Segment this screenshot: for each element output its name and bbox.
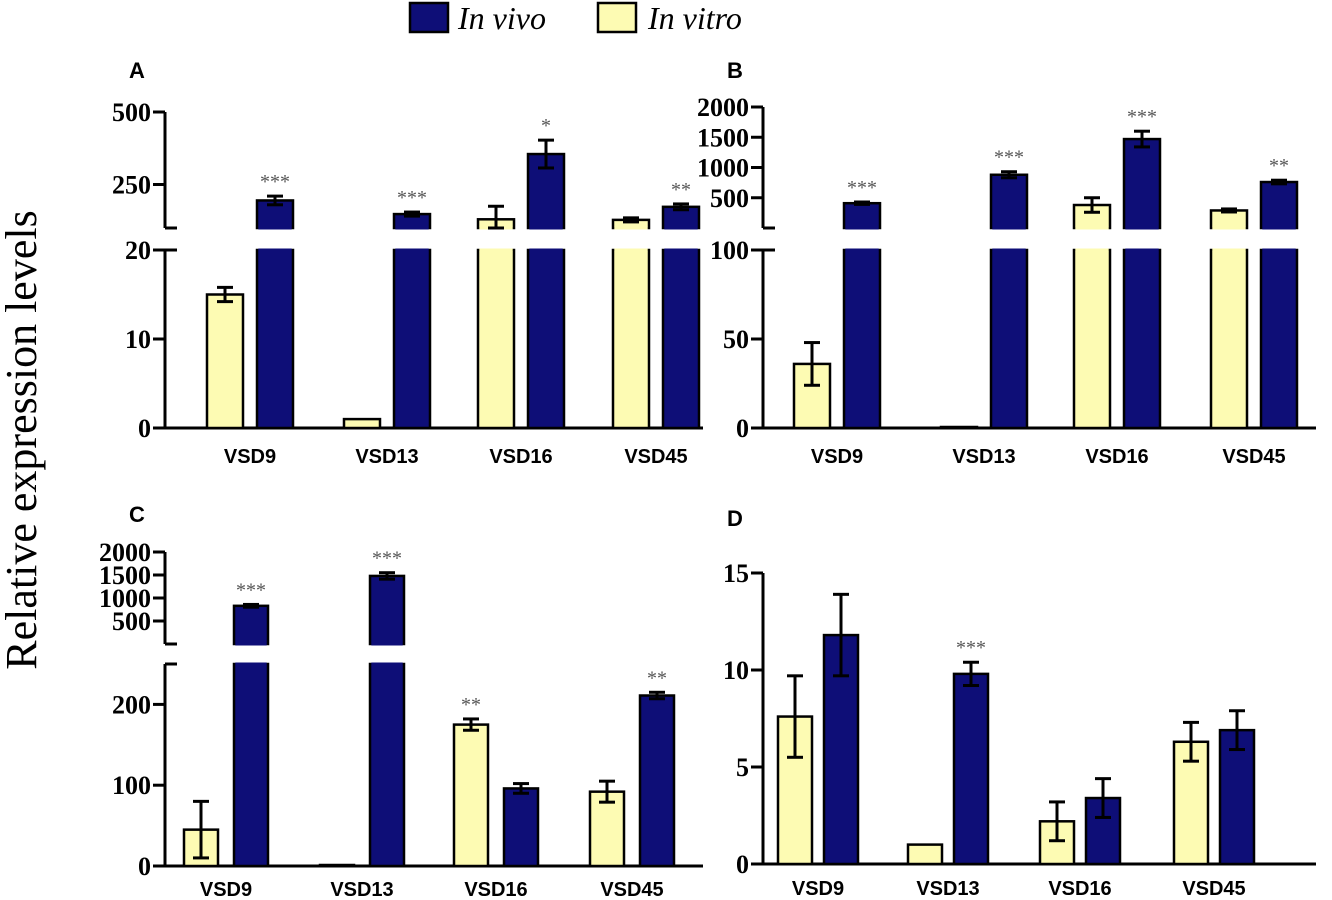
panel-label-a: A [129,58,145,83]
bar-a-vsd16-in-vitro-lower [476,248,516,430]
bar-b-vsd13-in-vivo-lower [989,248,1029,430]
significance-b-vsd13-in-vivo: *** [994,147,1024,169]
y-tick-label-d-5: 5 [736,753,749,782]
y-tick-label-d-10: 10 [723,656,749,685]
bar-b-vsd45-in-vivo-upper [1259,180,1299,230]
bar-b-vsd45-in-vivo-lower [1259,248,1299,430]
bar-b-vsd45-in-vitro-lower [1209,248,1249,430]
significance-b-vsd16-in-vivo: *** [1127,106,1157,128]
x-tick-label-a-vsd16: VSD16 [489,446,552,468]
bar-c-vsd45-in-vivo [638,694,676,868]
significance-a-vsd16-in-vivo: * [541,115,551,137]
y-tick-label-c-200: 200 [112,690,151,719]
bar-a-vsd13-in-vitro [342,417,382,430]
bar-c-vsd13-in-vivo-upper [368,574,406,646]
bar-d-vsd13-in-vivo [952,672,990,866]
panel-label-b: B [727,58,743,83]
significance-b-vsd9-in-vivo: *** [847,177,877,199]
y-tick-label-c-2000: 2000 [99,538,151,567]
legend-label-in-vitro: In vitro [647,0,742,36]
bar-c-vsd16-in-vitro [452,723,490,868]
panel-b: B050100500100015002000***VSD9***VSD13***… [697,58,1316,468]
bar-c-vsd16-in-vivo [502,787,540,868]
significance-a-vsd9-in-vivo: *** [260,171,290,193]
x-tick-label-b-vsd9: VSD9 [811,446,863,468]
y-tick-label-c-500: 500 [112,607,151,636]
y-tick-label-b-500: 500 [710,184,749,213]
y-tick-label-a-0: 0 [138,414,151,443]
x-tick-label-d-vsd9: VSD9 [792,878,844,900]
bar-b-vsd13-in-vivo-upper [989,173,1029,230]
x-tick-label-b-vsd13: VSD13 [952,446,1015,468]
significance-a-vsd13-in-vivo: *** [397,187,427,209]
significance-d-vsd13-in-vivo: *** [956,637,986,659]
bar-a-vsd13-in-vivo-lower [392,248,432,430]
bar-c-vsd9-in-vivo-upper [232,604,270,646]
x-tick-label-c-vsd9: VSD9 [200,879,252,900]
bar-c-vsd9-in-vivo-lower [232,662,270,868]
y-tick-label-a-20: 20 [125,236,151,265]
bar-b-vsd16-in-vitro-lower [1072,248,1112,430]
bar-c-vsd13-in-vitro [318,863,356,868]
y-tick-label-c-1000: 1000 [99,584,151,613]
significance-c-vsd9-in-vivo: *** [236,579,266,601]
legend-swatch-in-vivo [408,1,450,34]
x-tick-label-a-vsd9: VSD9 [224,446,276,468]
y-tick-label-c-1500: 1500 [99,561,151,590]
bar-b-vsd13-in-vitro [939,425,979,430]
y-tick-label-a-10: 10 [125,325,151,354]
y-tick-label-a-250: 250 [112,171,151,200]
significance-a-vsd45-in-vivo: ** [671,179,691,201]
y-tick-label-d-15: 15 [723,559,749,588]
y-tick-label-c-100: 100 [112,771,151,800]
bar-a-vsd9-in-vivo-lower [255,248,295,430]
bar-a-vsd45-in-vitro-lower [611,248,651,430]
bar-a-vsd45-in-vivo-lower [661,248,701,430]
bar-a-vsd9-in-vivo-upper [255,199,295,230]
legend-swatch-in-vitro [596,1,638,34]
x-tick-label-c-vsd13: VSD13 [330,879,393,900]
x-tick-label-d-vsd16: VSD16 [1048,878,1111,900]
x-tick-label-c-vsd16: VSD16 [464,879,527,900]
bar-a-vsd9-in-vitro [205,293,245,430]
bar-b-vsd9-in-vivo-upper [842,201,882,230]
x-tick-label-d-vsd45: VSD45 [1182,878,1245,900]
bar-b-vsd16-in-vivo-upper [1122,137,1162,230]
bar-a-vsd16-in-vivo-lower [526,248,566,430]
legend: In vivo In vitro [408,0,742,36]
bar-b-vsd9-in-vivo-lower [842,248,882,430]
y-axis-label: Relative expression levels [0,210,46,669]
y-tick-label-b-1500: 1500 [697,123,749,152]
legend-label-in-vivo: In vivo [457,0,546,36]
x-tick-label-a-vsd13: VSD13 [355,446,418,468]
panel-label-d: D [727,506,743,531]
y-tick-label-b-100: 100 [710,236,749,265]
y-tick-label-b-1000: 1000 [697,154,749,183]
panel-label-c: C [129,502,145,527]
x-tick-label-c-vsd45: VSD45 [600,879,663,900]
significance-c-vsd16-in-vitro: ** [461,694,481,716]
panel-d: D 0 5 10 15 VSD9 *** VSD13 VSD16 VSD45 [723,506,1316,900]
significance-b-vsd45-in-vivo: ** [1269,155,1289,177]
panels: A01020250500***VSD9***VSD13*VSD16**VSD45… [99,58,1316,900]
x-tick-label-a-vsd45: VSD45 [624,446,687,468]
significance-c-vsd45-in-vivo: ** [647,667,667,689]
y-tick-label-d-0: 0 [736,850,749,879]
panel-a: A 0 10 20 250 500 *** VSD9 *** VSD13 * VSD16 ** VSD45 [112,58,703,468]
x-tick-label-d-vsd13: VSD13 [916,878,979,900]
significance-c-vsd13-in-vivo: *** [372,548,402,570]
y-tick-label-c-0: 0 [138,852,151,881]
bar-d-vsd13-in-vitro [906,843,944,866]
y-tick-label-a-500: 500 [112,98,151,127]
y-tick-label-b-2000: 2000 [697,93,749,122]
bar-c-vsd13-in-vivo-lower [368,662,406,868]
x-tick-label-b-vsd16: VSD16 [1085,446,1148,468]
x-tick-label-b-vsd45: VSD45 [1222,446,1285,468]
bar-b-vsd16-in-vivo-lower [1122,248,1162,430]
y-tick-label-b-50: 50 [723,325,749,354]
y-tick-label-b-0: 0 [736,414,749,443]
